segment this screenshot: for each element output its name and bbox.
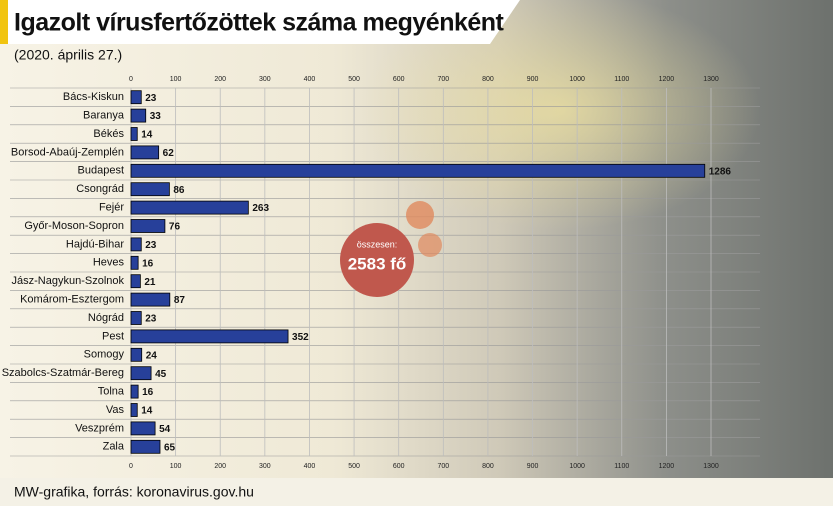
value-label: 23 [145,314,157,325]
y-tick-label: Csongrád [76,183,124,195]
value-label: 263 [252,203,269,214]
x-tick-label: 1300 [703,463,719,470]
badge-total: 2583 fő [348,254,407,273]
chart-subtitle: (2020. április 27.) [14,47,122,63]
y-tick-label: Hajdú-Bihar [66,238,124,250]
x-tick-label: 300 [259,76,271,83]
source: MW-grafika, forrás: koronavirus.gov.hu [14,484,254,500]
value-label: 16 [142,258,154,269]
y-tick-label: Győr-Moson-Sopron [24,220,124,232]
bar [131,146,159,159]
x-tick-label: 0 [129,76,133,83]
bar [131,293,170,306]
x-tick-label: 100 [170,76,182,83]
y-tick-label: Vas [106,404,125,416]
y-tick-label: Komárom-Esztergom [20,294,124,306]
value-label: 86 [173,185,185,196]
x-tick-label: 700 [437,76,449,83]
value-label: 16 [142,387,154,398]
bar [131,422,155,435]
bar [131,91,141,104]
x-tick-label: 800 [482,76,494,83]
y-tick-label: Budapest [78,165,124,177]
y-tick-label: Szabolcs-Szatmár-Bereg [2,367,124,379]
bar [131,348,142,361]
bar [131,109,146,122]
x-tick-label: 1000 [569,76,585,83]
value-label: 65 [164,442,176,453]
chart-title: Igazolt vírusfertőzöttek száma megyénkén… [14,9,505,37]
x-tick-label: 500 [348,76,360,83]
x-tick-label: 1100 [614,76,629,83]
virus-icon [406,201,434,229]
y-tick-label: Baranya [83,110,125,122]
y-tick-label: Fejér [99,202,124,214]
y-tick-label: Heves [93,257,125,269]
badge-label: összesen: [357,239,398,249]
virus-icon [418,233,442,257]
bar [131,330,288,343]
y-tick-label: Nógrád [88,312,124,324]
bar [131,275,140,288]
value-label: 14 [141,130,153,141]
title-accent [0,0,8,44]
bar [131,256,138,269]
value-label: 24 [146,350,158,361]
value-label: 45 [155,369,167,380]
bar [131,238,141,251]
x-tick-label: 200 [214,76,226,83]
y-tick-label: Pest [102,330,124,342]
bar [131,164,705,177]
value-label: 33 [150,111,162,122]
value-label: 23 [145,240,157,251]
x-tick-label: 200 [214,463,226,470]
bar [131,404,137,417]
y-tick-label: Bács-Kiskun [63,91,124,103]
value-label: 23 [145,93,157,104]
value-label: 54 [159,424,171,435]
x-tick-label: 1000 [569,463,585,470]
x-tick-label: 1200 [659,463,675,470]
bar [131,312,141,325]
x-tick-label: 700 [437,463,449,470]
x-tick-label: 100 [170,463,182,470]
value-label: 87 [174,295,186,306]
value-label: 21 [144,277,156,288]
value-label: 14 [141,406,153,417]
x-tick-label: 1200 [659,76,675,83]
x-tick-label: 600 [393,76,405,83]
bar [131,367,151,380]
y-tick-label: Borsod-Abaúj-Zemplén [11,146,124,158]
value-label: 76 [169,222,181,233]
bar [131,183,169,196]
x-tick-label: 800 [482,463,494,470]
x-tick-label: 900 [527,463,539,470]
x-tick-label: 1300 [703,76,719,83]
y-tick-label: Tolna [98,386,125,398]
x-tick-label: 900 [527,76,539,83]
x-tick-label: 600 [393,463,405,470]
x-tick-label: 1100 [614,463,629,470]
chart: Igazolt vírusfertőzöttek száma megyénkén… [0,0,833,506]
bar [131,201,248,214]
y-tick-label: Zala [103,441,125,453]
bar [131,220,165,233]
bar [131,128,137,141]
x-tick-label: 400 [304,463,316,470]
x-tick-label: 0 [129,463,133,470]
y-tick-label: Somogy [84,349,125,361]
x-tick-label: 300 [259,463,271,470]
y-tick-label: Békés [93,128,124,140]
value-label: 62 [163,148,175,159]
bar [131,440,160,453]
x-tick-label: 500 [348,463,360,470]
y-tick-label: Jász-Nagykun-Szolnok [12,275,125,287]
value-label: 352 [292,332,309,343]
bar [131,385,138,398]
x-tick-label: 400 [304,76,316,83]
value-label: 1286 [709,166,732,177]
y-tick-label: Veszprém [75,422,124,434]
